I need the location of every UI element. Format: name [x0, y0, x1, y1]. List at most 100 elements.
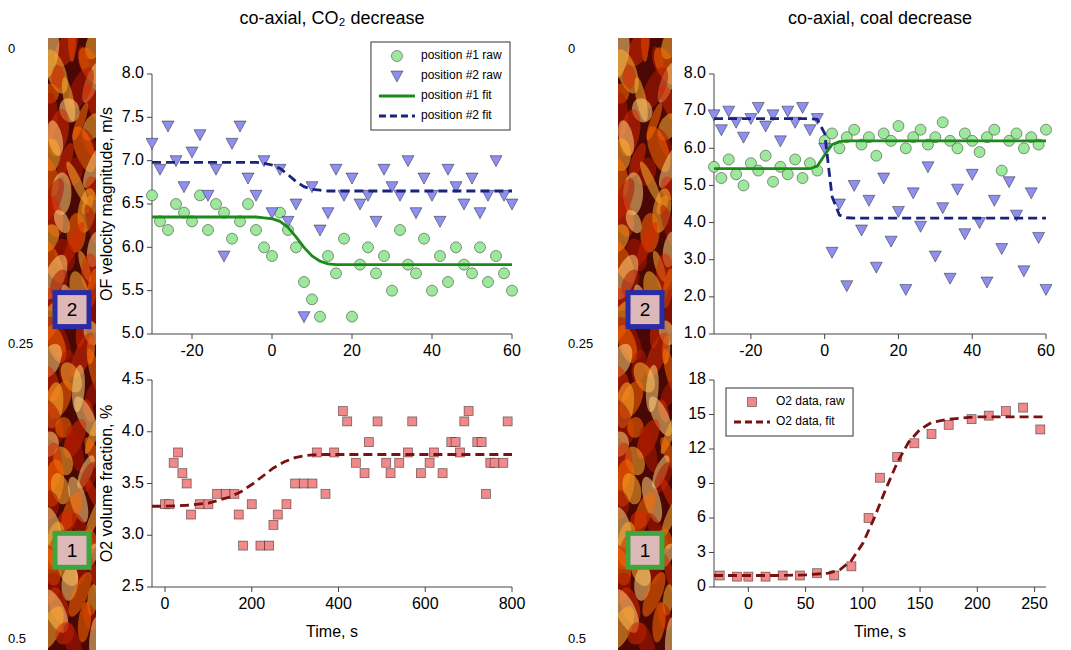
marker-circle — [782, 169, 793, 180]
marker-circle — [475, 242, 486, 253]
marker-square — [338, 407, 347, 416]
plot-marks — [146, 121, 518, 323]
marker-triangle — [202, 190, 214, 201]
flame-image — [618, 38, 672, 650]
y-axis-title: O2 volume fraction, % — [98, 405, 115, 562]
marker-circle — [435, 251, 446, 262]
x-axis — [152, 334, 512, 335]
flame-image — [48, 38, 96, 650]
marker-triangle — [210, 164, 222, 175]
x-tick — [862, 587, 863, 592]
marker-square — [847, 562, 856, 571]
marker-triangle — [1040, 284, 1052, 295]
fit-line — [714, 141, 1046, 169]
y-tick-label: 3.0 — [122, 525, 144, 542]
x-tick — [338, 587, 339, 592]
marker-triangle — [752, 102, 764, 113]
marker-square — [1036, 425, 1045, 434]
marker-circle — [371, 268, 382, 279]
marker-triangle — [434, 216, 446, 227]
x-tick — [272, 334, 273, 339]
depth-tick-label: 0.25 — [568, 336, 593, 351]
marker-square — [169, 458, 178, 467]
marker-triangle — [490, 156, 502, 167]
x-tick — [425, 587, 426, 592]
y-tick — [147, 587, 152, 588]
x-tick — [750, 334, 751, 339]
position-label: 2 — [640, 299, 651, 320]
x-tick-label: 400 — [325, 595, 352, 612]
marker-circle — [760, 150, 771, 161]
marker-triangle — [466, 173, 478, 184]
marker-triangle — [442, 164, 454, 175]
marker-triangle — [314, 225, 326, 236]
marker-triangle — [907, 188, 919, 199]
marker-triangle — [944, 273, 956, 284]
x-tick — [251, 587, 252, 592]
legend: position #1 rawposition #2 rawposition #… — [371, 42, 510, 130]
marker-triangle — [354, 199, 366, 210]
marker-square — [213, 489, 222, 498]
marker-triangle — [322, 208, 334, 219]
marker-square — [364, 438, 373, 447]
x-tick-label: -20 — [739, 342, 762, 359]
y-tick — [147, 160, 152, 161]
y-tick-label: 7.0 — [122, 151, 144, 168]
x-tick — [920, 587, 921, 592]
position-label: 1 — [640, 540, 651, 561]
marker-circle — [395, 225, 406, 236]
x-axis-title: Time, s — [306, 623, 358, 640]
marker-triangle — [782, 106, 794, 117]
marker-triangle — [929, 251, 941, 262]
x-tick — [512, 334, 513, 339]
marker-triangle — [378, 164, 390, 175]
x-tick-label: 600 — [412, 595, 439, 612]
marker-square — [265, 541, 274, 550]
marker-triangle — [242, 173, 254, 184]
position-box — [55, 533, 89, 567]
y-tick-label: 15 — [688, 405, 706, 422]
marker-circle — [790, 154, 801, 165]
plot-marks — [708, 102, 1052, 295]
marker-circle — [827, 128, 838, 139]
y-tick — [709, 222, 714, 223]
marker-triangle — [1018, 266, 1030, 277]
marker-square — [460, 417, 469, 426]
marker-triangle — [146, 138, 158, 149]
marker-square — [490, 458, 499, 467]
marker-triangle — [833, 199, 845, 210]
y-tick-label: 6.0 — [684, 139, 706, 156]
legend: O2 data, rawO2 data, fit — [726, 388, 853, 436]
marker-triangle — [1003, 177, 1015, 188]
y-tick — [147, 74, 152, 75]
marker-square — [373, 417, 382, 426]
legend-key — [391, 71, 403, 82]
marker-triangle — [797, 102, 809, 113]
marker-triangle — [856, 225, 868, 236]
x-axis — [152, 587, 512, 588]
legend-box — [371, 42, 510, 130]
y-tick-label: 3.5 — [122, 474, 144, 491]
y-tick-label: 0 — [697, 577, 706, 594]
y-tick-label: 5.5 — [122, 281, 144, 298]
marker-square — [282, 500, 291, 509]
marker-square — [343, 417, 352, 426]
fit-line — [152, 455, 512, 507]
marker-square — [408, 417, 417, 426]
marker-circle — [996, 165, 1007, 176]
x-tick-label: 200 — [238, 595, 265, 612]
marker-square — [425, 458, 434, 467]
marker-triangle — [959, 229, 971, 240]
marker-circle — [363, 242, 374, 253]
marker-triangle — [760, 121, 772, 132]
x-tick — [977, 587, 978, 592]
marker-square — [382, 458, 391, 467]
y-tick-label: 2.5 — [122, 577, 144, 594]
marker-square — [1001, 407, 1010, 416]
marker-circle — [211, 199, 222, 210]
y-tick-label: 8.0 — [122, 64, 144, 81]
marker-circle — [339, 233, 350, 244]
flame-texture — [663, 617, 672, 650]
y-tick — [709, 148, 714, 149]
fit-line — [152, 217, 512, 265]
